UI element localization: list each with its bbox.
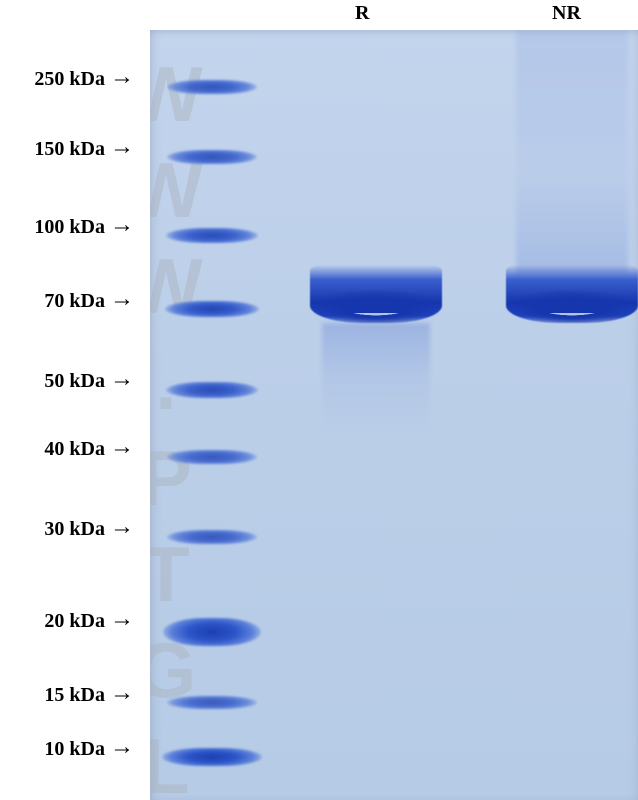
marker-label: 70 kDa [0, 290, 105, 313]
ladder-band [166, 382, 258, 398]
marker-label: 100 kDa [0, 216, 105, 239]
marker-label: 40 kDa [0, 438, 105, 461]
marker-label: 150 kDa [0, 138, 105, 161]
arrow-icon: → [110, 212, 134, 239]
marker-label: 50 kDa [0, 370, 105, 393]
ladder-band [162, 748, 262, 766]
arrow-icon: → [110, 286, 134, 313]
ladder-band [167, 80, 257, 94]
ladder-band [163, 618, 261, 646]
sample-smear [516, 30, 628, 275]
arrow-icon: → [110, 734, 134, 761]
marker-label: 30 kDa [0, 518, 105, 541]
marker-label: 15 kDa [0, 684, 105, 707]
ladder-band [167, 696, 257, 709]
arrow-icon: → [110, 134, 134, 161]
sample-smear [322, 323, 430, 433]
arrow-icon: → [110, 606, 134, 633]
marker-label: 250 kDa [0, 68, 105, 91]
arrow-icon: → [110, 514, 134, 541]
sample-band [310, 265, 442, 323]
arrow-icon: → [110, 680, 134, 707]
arrow-icon: → [110, 366, 134, 393]
sample-band [506, 265, 638, 323]
gel-image-area: WWW.PTGLAB.COM [150, 30, 638, 800]
lane-label-nr: NR [552, 2, 581, 25]
arrow-icon: → [110, 64, 134, 91]
lane-label-r: R [355, 2, 369, 25]
ladder-band [167, 150, 257, 164]
arrow-icon: → [110, 434, 134, 461]
lane-header-row: R NR [0, 0, 638, 30]
ladder-band [167, 530, 257, 544]
marker-label: 10 kDa [0, 738, 105, 761]
ladder-band [166, 228, 258, 243]
ladder-band [165, 301, 259, 317]
marker-label: 20 kDa [0, 610, 105, 633]
ladder-band [167, 450, 257, 464]
